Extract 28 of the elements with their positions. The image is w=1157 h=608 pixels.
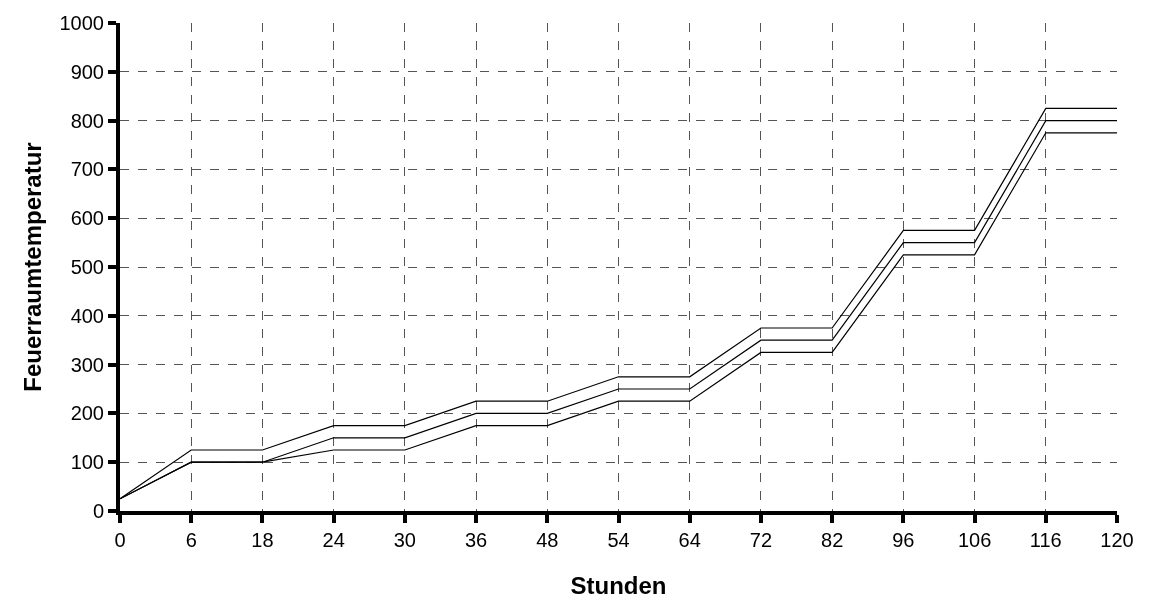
y-tick-label: 700 [70,158,104,181]
y-tick-label: 800 [70,109,104,132]
y-tick-label: 100 [70,451,104,474]
y-tick-label: 0 [92,500,104,522]
y-tick-label: 600 [70,207,104,230]
x-tick-label: 72 [749,529,773,551]
x-tick-label: 82 [821,529,844,551]
x-axis-title: Stunden [570,571,667,599]
y-tick-label: 300 [70,353,104,376]
x-tick-label: 30 [393,529,416,551]
x-tick-label: 36 [464,529,488,551]
y-tick-label: 900 [70,60,104,83]
x-tick-label: 24 [322,529,345,551]
y-tick-label: 1000 [59,12,104,34]
x-tick-label: 106 [957,529,992,551]
y-axis-title: Feuerraumtemperatur [19,142,47,392]
x-tick-label: 54 [607,529,630,551]
y-tick-label: 200 [70,402,104,425]
y-tick-label: 500 [70,256,104,278]
x-tick-label: 64 [678,529,701,551]
x-tick-label: 18 [251,529,274,551]
x-tick-label: 48 [536,529,559,551]
x-tick-label: 96 [892,529,915,551]
x-tick-label: 0 [114,529,126,551]
y-tick-label: 400 [70,304,104,327]
x-tick-label: 6 [185,529,197,551]
x-tick-label: 116 [1029,529,1062,551]
x-tick-label: 120 [1100,529,1134,551]
